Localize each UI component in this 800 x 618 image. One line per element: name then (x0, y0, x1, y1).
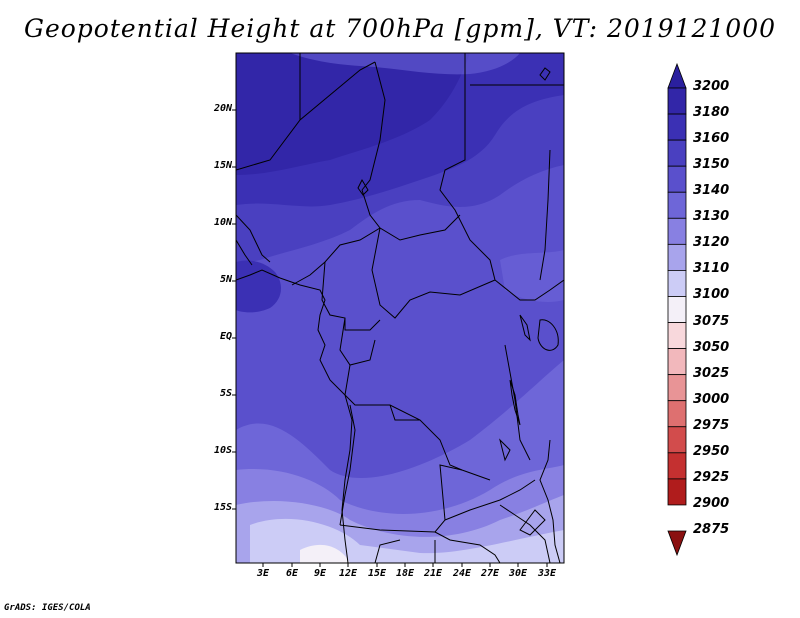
colorbar-swatch (667, 296, 687, 323)
lat-label-10n: 10N (213, 217, 232, 228)
lat-label-15s: 15S (213, 502, 232, 513)
lat-label-10s: 10S (213, 445, 232, 456)
lon-label-15e: 15E (367, 568, 387, 579)
lat-label-eq: EQ (219, 331, 232, 342)
colorbar-swatch (667, 322, 687, 349)
colorbar-swatch (667, 191, 687, 219)
colorbar-swatch (667, 374, 687, 402)
colorbar-level-label: 3140 (693, 183, 730, 199)
lon-label-3e: 3E (256, 568, 270, 579)
lon-label-30e: 30E (508, 568, 528, 579)
field-east-patch (500, 250, 564, 302)
colorbar-swatch (667, 270, 687, 297)
colorbar-swatch (667, 113, 687, 141)
colorbar-swatch (667, 478, 687, 506)
lat-label-15n: 15N (213, 160, 232, 171)
lon-label-24e: 24E (452, 568, 472, 579)
colorbar-level-label: 2950 (693, 443, 730, 459)
colorbar-level-label: 3150 (693, 157, 730, 173)
coastline (236, 269, 561, 563)
colorbar-swatch (667, 139, 687, 167)
lon-label-27e: 27E (480, 568, 500, 579)
height-field (236, 53, 564, 563)
colorbar-level-label: 3025 (693, 365, 730, 381)
colorbar-boxes (667, 62, 687, 557)
country-borders (236, 53, 564, 563)
colorbar-level-label: 3120 (693, 235, 730, 251)
lon-label-6e: 6E (285, 568, 299, 579)
colorbar-level-label: 2900 (693, 495, 730, 511)
lat-label-20n: 20N (213, 103, 232, 114)
lon-label-33e: 33E (537, 568, 557, 579)
field-3075 (300, 544, 350, 563)
colorbar-level-label: 3050 (693, 339, 730, 355)
colorbar-swatch (667, 452, 687, 480)
colorbar-level-label: 3000 (693, 391, 730, 407)
map-frame (235, 52, 565, 564)
colorbar-swatch (667, 400, 687, 428)
map-title: Geopotential Height at 700hPa [gpm], VT:… (23, 14, 777, 43)
lon-label-9e: 9E (313, 568, 327, 579)
lon-label-21e: 21E (423, 568, 443, 579)
colorbar-swatch (667, 165, 687, 193)
colorbar-level-label: 3130 (693, 209, 730, 225)
field-3170 (236, 53, 470, 175)
colorbar-swatch (667, 348, 687, 376)
colorbar-level-label: 3160 (693, 131, 730, 147)
colorbar-level-label: 3200 (693, 79, 730, 94)
colorbar-swatch (667, 217, 687, 245)
lon-label-18e: 18E (395, 568, 415, 579)
colorbar-swatch (667, 243, 687, 271)
colorbar-swatch (667, 62, 687, 89)
colorbar-level-label: 3075 (693, 313, 730, 329)
lat-label-5s: 5S (219, 388, 232, 399)
colorbar-level-label: 3180 (693, 105, 730, 121)
colorbar-swatch (667, 530, 687, 557)
colorbar-level-label: 3100 (693, 287, 730, 303)
field-north-edge (290, 53, 520, 75)
colorbar-swatch (667, 426, 687, 454)
lakes (357, 67, 559, 536)
axis-ticks (232, 109, 548, 567)
lon-label-12e: 12E (338, 568, 358, 579)
credit-label: GrADS: IGES/COLA (4, 603, 91, 613)
colorbar-swatch (667, 87, 687, 115)
colorbar-level-label: 2875 (693, 522, 730, 537)
lat-label-5n: 5N (219, 274, 232, 285)
colorbar-level-label: 3110 (693, 261, 730, 277)
colorbar-level-label: 2975 (693, 417, 730, 433)
colorbar-level-label: 2925 (693, 469, 730, 485)
